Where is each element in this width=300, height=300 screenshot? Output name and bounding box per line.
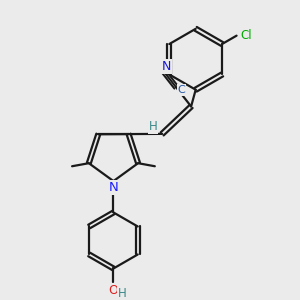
Text: N: N — [109, 181, 118, 194]
Text: O: O — [108, 284, 118, 297]
Text: N: N — [161, 60, 171, 73]
Text: Cl: Cl — [241, 29, 252, 42]
Text: H: H — [118, 287, 126, 300]
Text: H: H — [149, 120, 158, 133]
Text: C: C — [178, 85, 185, 95]
